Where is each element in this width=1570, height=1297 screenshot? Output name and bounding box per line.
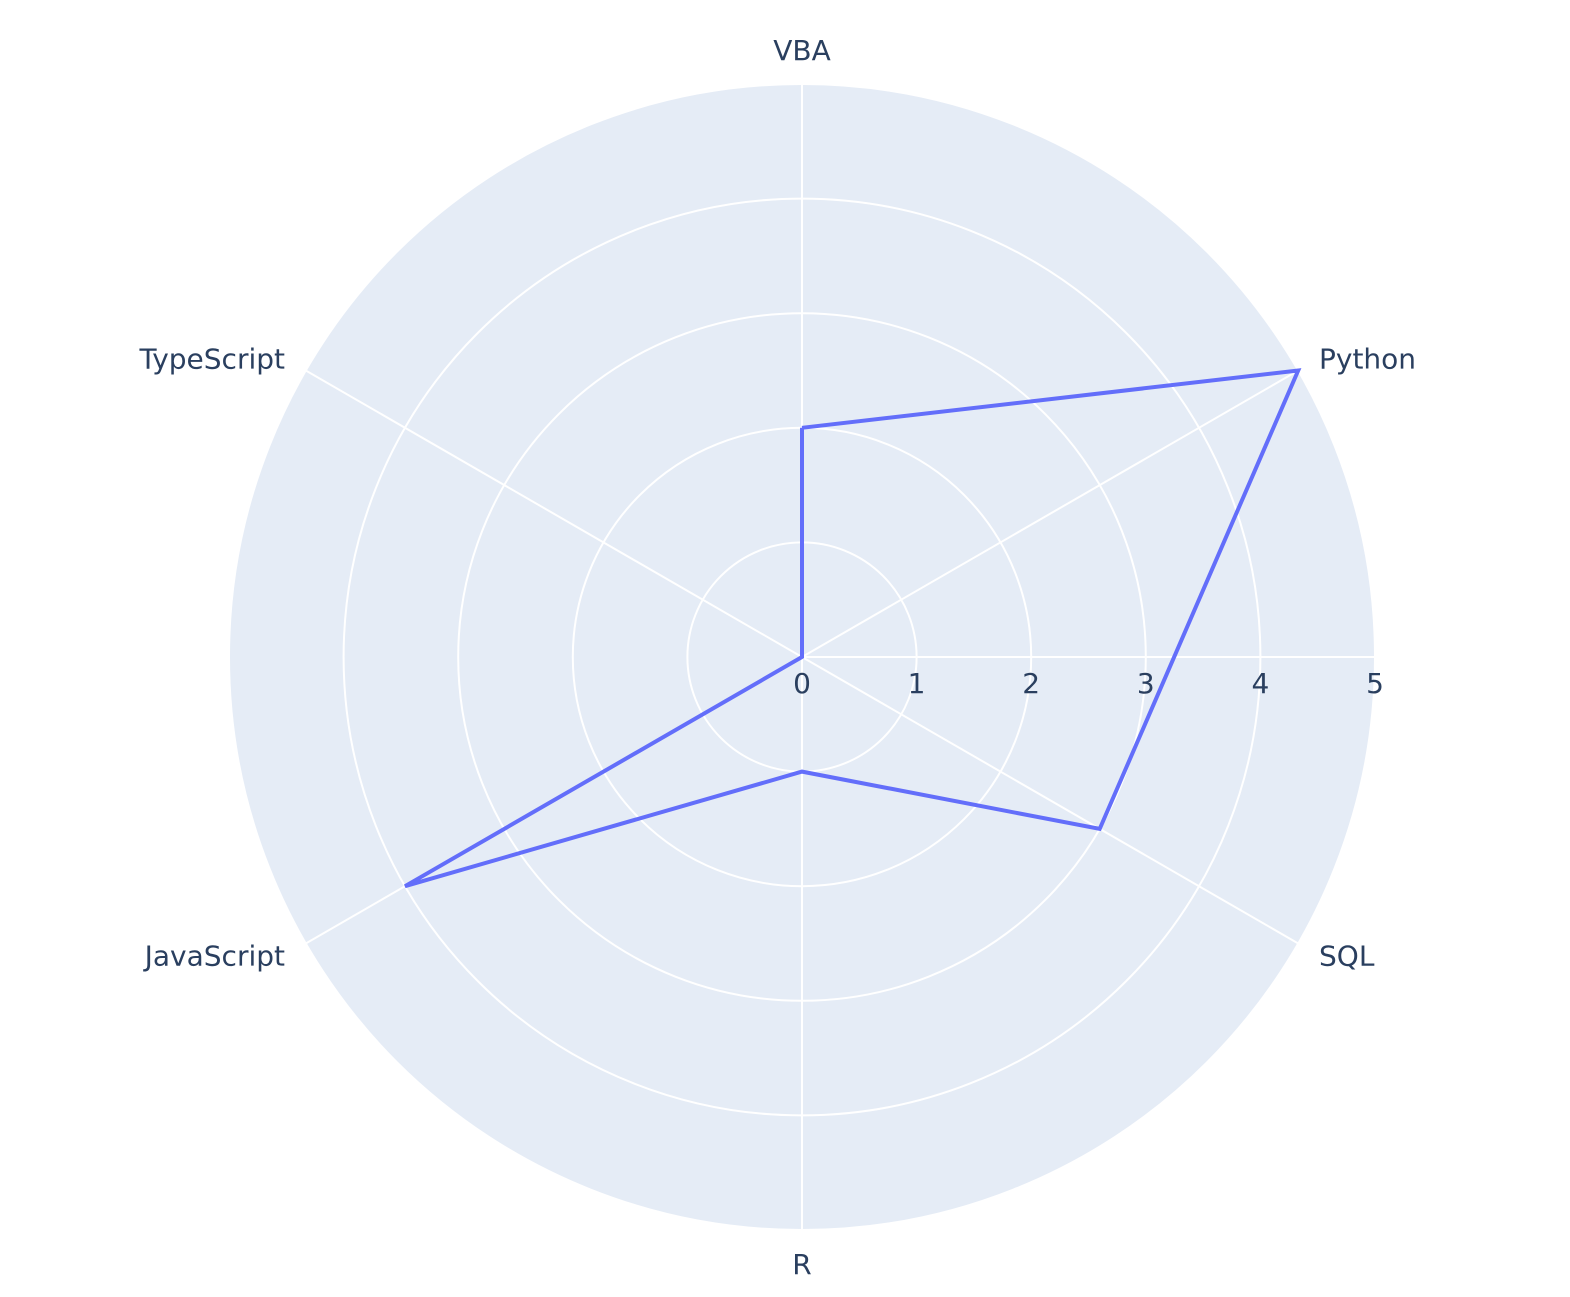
radial-tick-label: 5: [1366, 667, 1384, 700]
angular-label-vba: VBA: [773, 34, 831, 67]
series-layer: [404, 368, 1302, 889]
angular-label-typescript: TypeScript: [138, 343, 285, 376]
angular-label-python: Python: [1319, 343, 1416, 376]
angular-grid-line: [305, 369, 803, 658]
radial-tick-label: 0: [793, 667, 811, 700]
radial-tick-label: 4: [1251, 667, 1269, 700]
label-layer: VBA Python SQL R JavaScript TypeScript 0 1 2 3 4 5: [138, 34, 1416, 1281]
radial-tick-label: 1: [908, 667, 926, 700]
angular-label-sql: SQL: [1319, 940, 1375, 973]
angular-grid-line: [801, 656, 1299, 945]
angular-grid-line: [801, 369, 1299, 658]
angular-label-r: R: [792, 1248, 811, 1281]
series-line: [404, 368, 1302, 889]
angular-label-javascript: JavaScript: [143, 940, 285, 973]
radial-tick-label: 2: [1022, 667, 1040, 700]
radial-tick-label: 3: [1137, 667, 1155, 700]
